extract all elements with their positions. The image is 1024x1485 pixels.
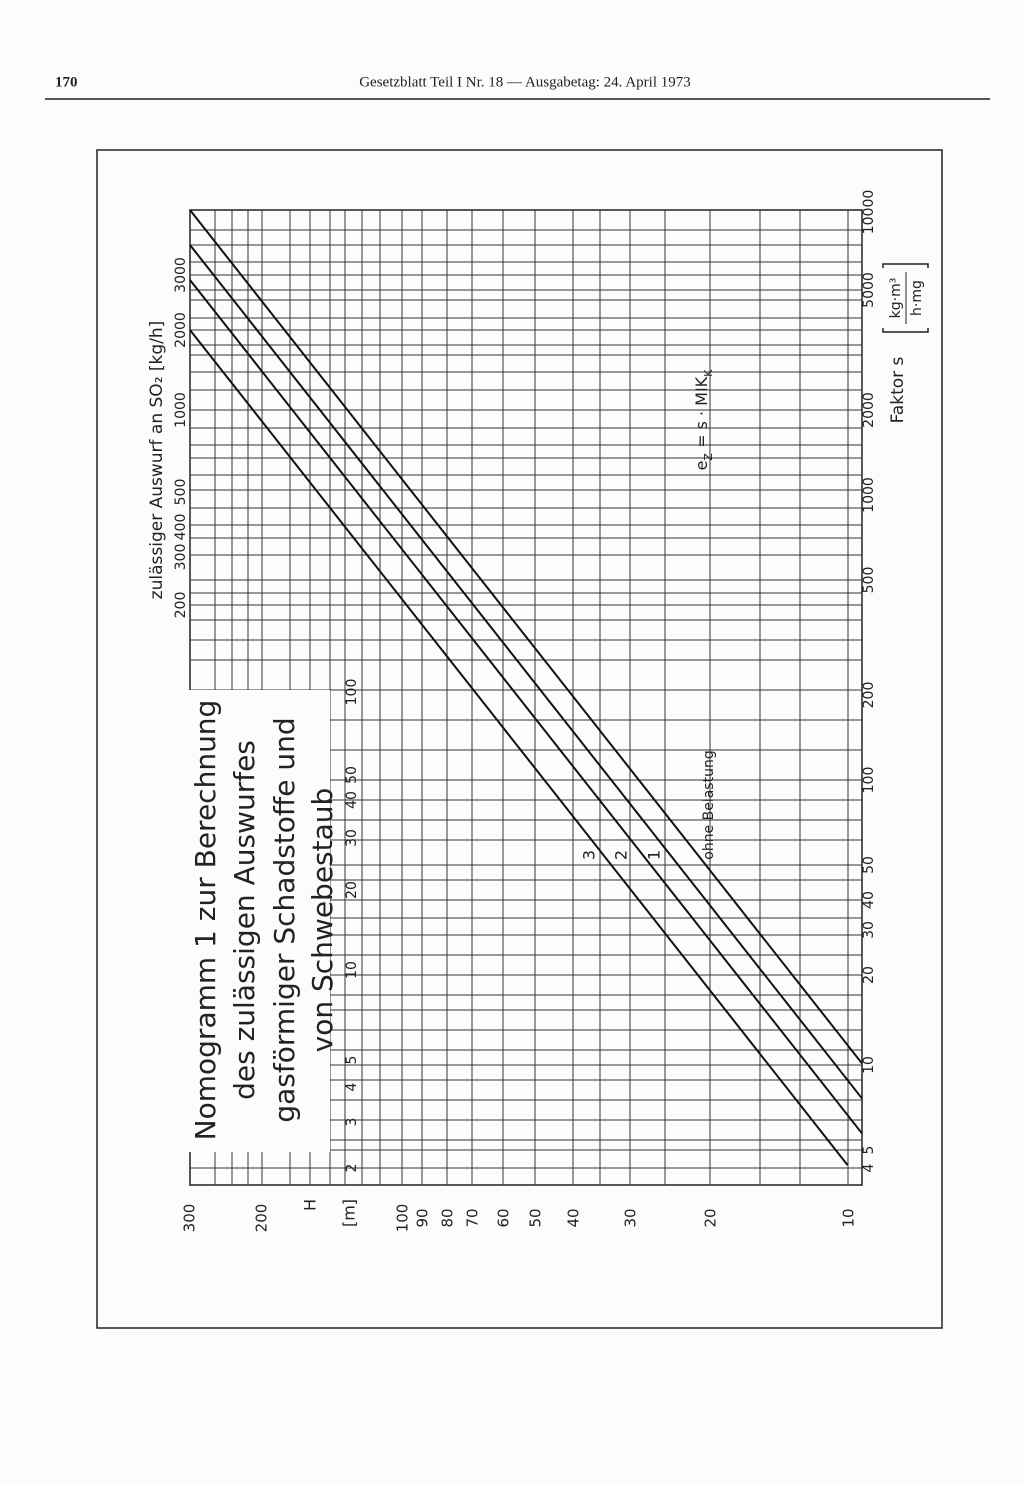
- nomogram-title: von Schwebestaub: [306, 788, 339, 1053]
- axis-label: 50: [527, 1208, 545, 1227]
- axis-label: 40: [565, 1208, 583, 1227]
- axis-label: 500: [173, 479, 189, 506]
- axis-label: 300: [173, 544, 189, 571]
- axis-label: 5000: [861, 272, 877, 308]
- line-label: ohne Belastung: [701, 750, 717, 859]
- axis-label: 4: [344, 1082, 360, 1091]
- axis-symbol: H: [301, 1199, 320, 1211]
- header-title: Gesetzblatt Teil I Nr. 18 — Ausgabetag: …: [359, 74, 691, 90]
- axis-label: 20: [702, 1208, 720, 1227]
- axis-label: 80: [439, 1208, 457, 1227]
- axis-label: 50: [861, 856, 877, 874]
- labels: Nomogramm 1 zur Berechnung des zulässigen…: [147, 190, 929, 1233]
- axis-label: 2000: [173, 312, 189, 348]
- axis-label: 50: [344, 766, 360, 784]
- nomogram-title: gasförmiger Schadstoffe und: [268, 717, 301, 1122]
- axis-label: 10: [344, 961, 360, 979]
- axis-label: 400: [173, 514, 189, 541]
- axis-label: 2000: [861, 392, 877, 428]
- axis-label: 20: [344, 881, 360, 899]
- axis-label: 1000: [861, 477, 877, 513]
- page-number: 170: [55, 74, 78, 90]
- axis-label: 10: [861, 1056, 877, 1074]
- axis-label: 100: [861, 767, 877, 794]
- formula-part: = s · MIK: [692, 376, 711, 453]
- formula: eZ = s · MIKK: [692, 369, 715, 471]
- axis-label: 200: [173, 592, 189, 619]
- line-label: 2: [612, 850, 631, 860]
- axis-label: 30: [622, 1208, 640, 1227]
- axis-label: 200: [861, 682, 877, 709]
- formula-part: e: [692, 461, 711, 471]
- axis-unit: [m]: [340, 1199, 359, 1227]
- formula-part: Z: [702, 453, 715, 461]
- axis-label: 200: [253, 1204, 271, 1233]
- line-label: 3: [580, 850, 599, 860]
- axis-label: 100: [394, 1204, 412, 1233]
- unit-numerator: kg·m³: [888, 278, 904, 319]
- axis-title: zulässiger Auswurf an SO₂ [kg/h]: [147, 321, 167, 600]
- line-label: 1: [645, 850, 664, 860]
- axis-label: 2: [344, 1164, 360, 1173]
- unit-bracket: [882, 263, 929, 333]
- axis-label: 70: [464, 1208, 482, 1227]
- nomogram-title: Nomogramm 1 zur Berechnung: [189, 700, 222, 1141]
- axis-label: 30: [861, 921, 877, 939]
- axis-label: 300: [181, 1204, 199, 1233]
- axis-label: 60: [495, 1208, 513, 1227]
- axis-label: 3: [344, 1118, 360, 1127]
- axis-label: 30: [344, 829, 360, 847]
- axis-label: 4: [861, 1163, 877, 1172]
- frame: [96, 149, 943, 1329]
- axis-label: 10000: [861, 190, 877, 235]
- axis-label: 10: [840, 1208, 858, 1227]
- axis-label: 3000: [173, 257, 189, 293]
- nomogram-line: [189, 279, 863, 1135]
- axis-label: 1000: [173, 392, 189, 428]
- axis-label: 90: [414, 1208, 432, 1227]
- nomogram-line: [189, 329, 849, 1166]
- unit-denominator: h·mg: [909, 280, 925, 316]
- axis-label: 20: [861, 966, 877, 984]
- axis-label: 40: [344, 791, 360, 809]
- axis-label: 5: [861, 1146, 877, 1155]
- title-box: [188, 690, 330, 1152]
- axis-label: 5: [344, 1056, 360, 1065]
- axis-label: 100: [344, 679, 360, 706]
- axis-label: 500: [861, 567, 877, 594]
- nomogram-line: [189, 244, 863, 1100]
- formula-part: K: [702, 369, 715, 377]
- nomogram-line: [189, 209, 863, 1065]
- axis-title: Faktor s: [888, 356, 908, 423]
- axis-label: 40: [861, 891, 877, 909]
- nomogram-title: des zulässigen Auswurfes: [228, 740, 261, 1100]
